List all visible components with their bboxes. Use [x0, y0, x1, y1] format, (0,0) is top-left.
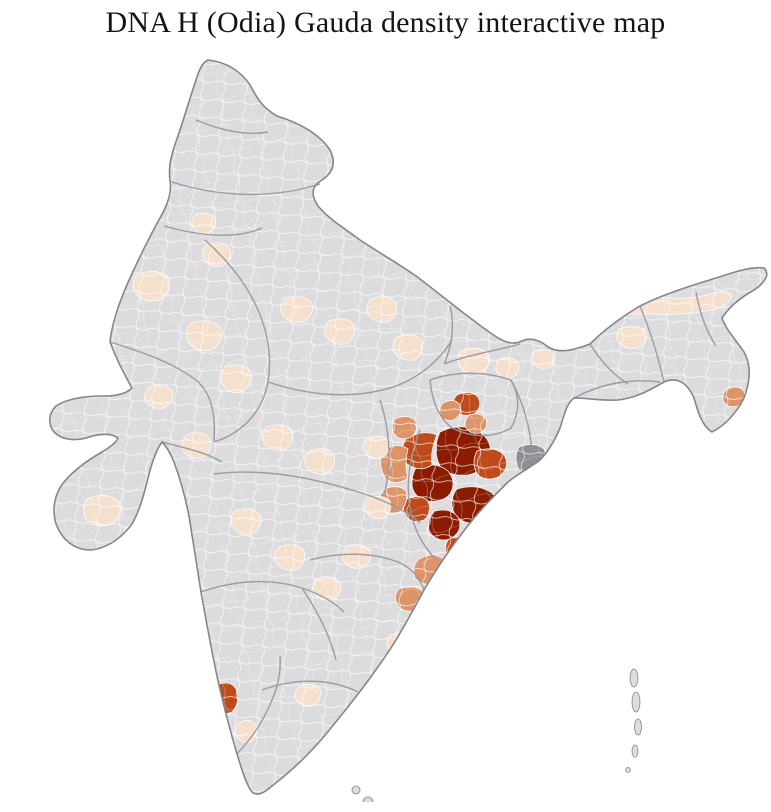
district-goa-coast[interactable] — [184, 609, 206, 633]
south-island[interactable] — [351, 785, 361, 795]
andaman-island[interactable] — [629, 668, 639, 688]
andaman-island[interactable] — [631, 691, 641, 713]
india-map[interactable] — [0, 40, 771, 802]
south-island[interactable] — [362, 796, 374, 802]
andaman-island[interactable] — [631, 744, 639, 758]
state-boundary — [261, 680, 359, 693]
district-grid-layer-b — [49, 60, 767, 795]
state-boundary — [309, 553, 425, 591]
state-boundary — [429, 372, 519, 437]
state-boundary — [407, 429, 439, 562]
state-boundary — [204, 239, 271, 443]
state-boundary — [161, 441, 223, 463]
india-outline — [48, 59, 768, 795]
state-boundaries — [109, 119, 717, 755]
state-boundary — [109, 341, 216, 443]
state-boundary — [163, 225, 263, 237]
district-tripura-1[interactable] — [658, 383, 682, 403]
state-boundary — [171, 181, 321, 196]
state-boundary — [573, 380, 661, 399]
state-boundary — [510, 379, 533, 453]
state-boundary — [267, 339, 453, 396]
islands — [351, 668, 642, 802]
district-grid-overlay — [49, 60, 767, 795]
state-boundary — [213, 471, 421, 524]
state-boundary — [236, 655, 281, 755]
state-boundary — [443, 343, 521, 365]
state-boundary — [200, 580, 345, 613]
andaman-island[interactable] — [634, 718, 642, 736]
state-boundary — [379, 399, 390, 497]
nicobar-island[interactable] — [625, 767, 631, 773]
state-boundary — [195, 119, 269, 134]
state-boundary — [443, 305, 454, 365]
page-title: DNA H (Odia) Gauda density interactive m… — [105, 6, 666, 39]
state-boundary — [301, 587, 337, 661]
